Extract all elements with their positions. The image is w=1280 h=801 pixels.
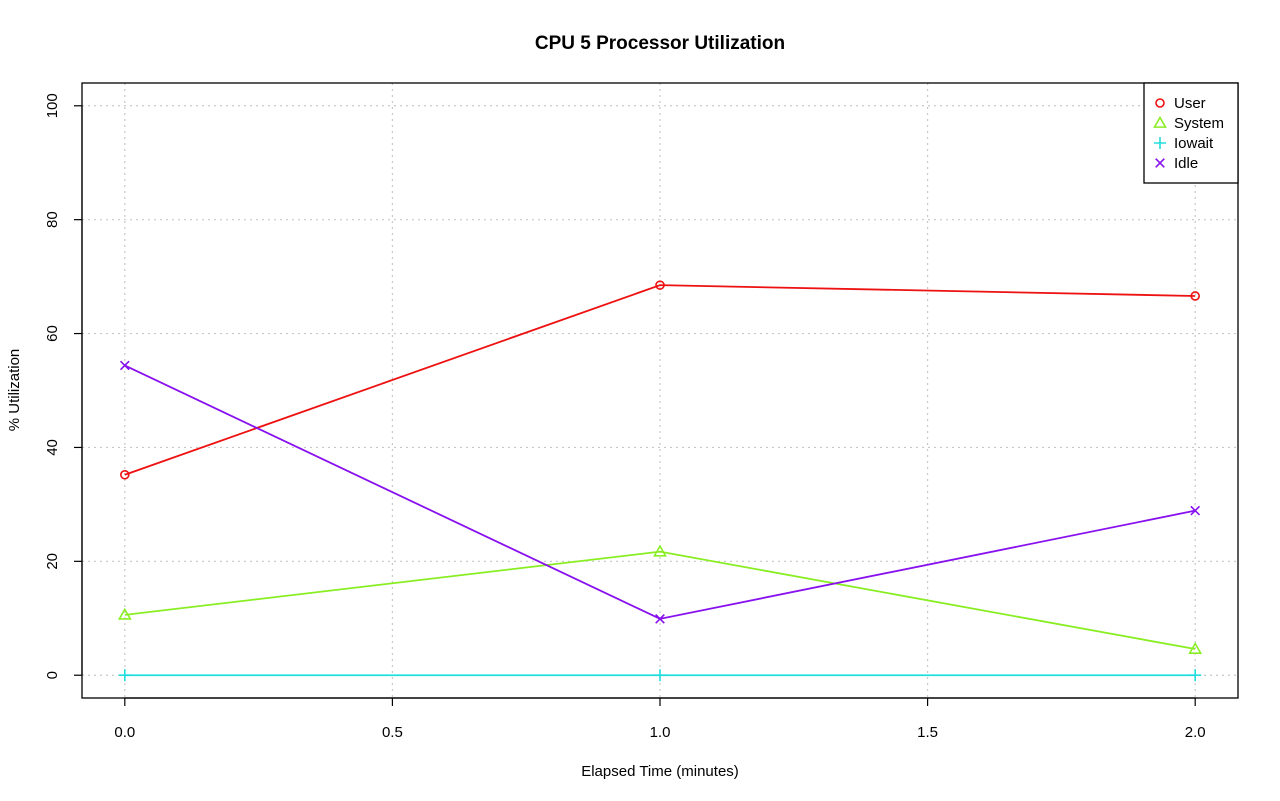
series-user [120, 280, 1200, 480]
x-axis: 0.0 0.5 1.0 1.5 2.0 [114, 697, 1206, 741]
data-point-iowait [654, 669, 666, 682]
series-line-system [124, 550, 1196, 650]
y-tick-label: 40 [44, 439, 61, 456]
data-point-system [1188, 641, 1203, 654]
data-point-system [653, 544, 667, 557]
legend: User System Iowait Idle [1143, 82, 1239, 184]
y-axis: 0 20 40 60 80 100 [44, 93, 83, 679]
y-axis-label: % Utilization [6, 349, 23, 432]
y-tick-label: 20 [44, 553, 61, 570]
x-tick-label: 1.5 [917, 724, 938, 741]
data-point-system [117, 607, 132, 620]
legend-label-idle: Idle [1174, 155, 1198, 172]
data-point-idle [119, 360, 130, 371]
y-tick-label: 60 [44, 325, 61, 342]
series-iowait [118, 669, 1202, 682]
x-tick-label: 2.0 [1185, 724, 1206, 741]
series-layer [117, 280, 1203, 682]
series-system [117, 544, 1203, 654]
data-point-idle [1190, 505, 1201, 516]
legend-label-system: System [1174, 115, 1224, 132]
legend-label-iowait: Iowait [1174, 135, 1214, 152]
series-idle [119, 360, 1201, 624]
x-tick-label: 1.0 [650, 724, 671, 741]
x-tick-label: 0.0 [114, 724, 135, 741]
legend-marker-iowait [1154, 137, 1166, 149]
grid [82, 83, 1238, 698]
data-point-user [655, 280, 665, 290]
y-tick-label: 80 [44, 211, 61, 228]
data-point-user [1190, 291, 1200, 301]
y-tick-label: 100 [44, 93, 61, 118]
data-point-iowait [1189, 669, 1202, 682]
legend-marker-user [1155, 98, 1165, 108]
legend-marker-system [1153, 115, 1167, 128]
legend-marker-idle [1155, 158, 1165, 168]
data-point-user [120, 469, 130, 480]
data-point-idle [655, 613, 665, 624]
chart-title: CPU 5 Processor Utilization [535, 33, 785, 54]
x-axis-label: Elapsed Time (minutes) [581, 763, 739, 780]
series-line-user [124, 284, 1196, 476]
y-tick-label: 0 [44, 671, 61, 679]
x-tick-label: 0.5 [382, 724, 403, 741]
data-point-iowait [118, 669, 131, 682]
legend-label-user: User [1174, 95, 1206, 112]
